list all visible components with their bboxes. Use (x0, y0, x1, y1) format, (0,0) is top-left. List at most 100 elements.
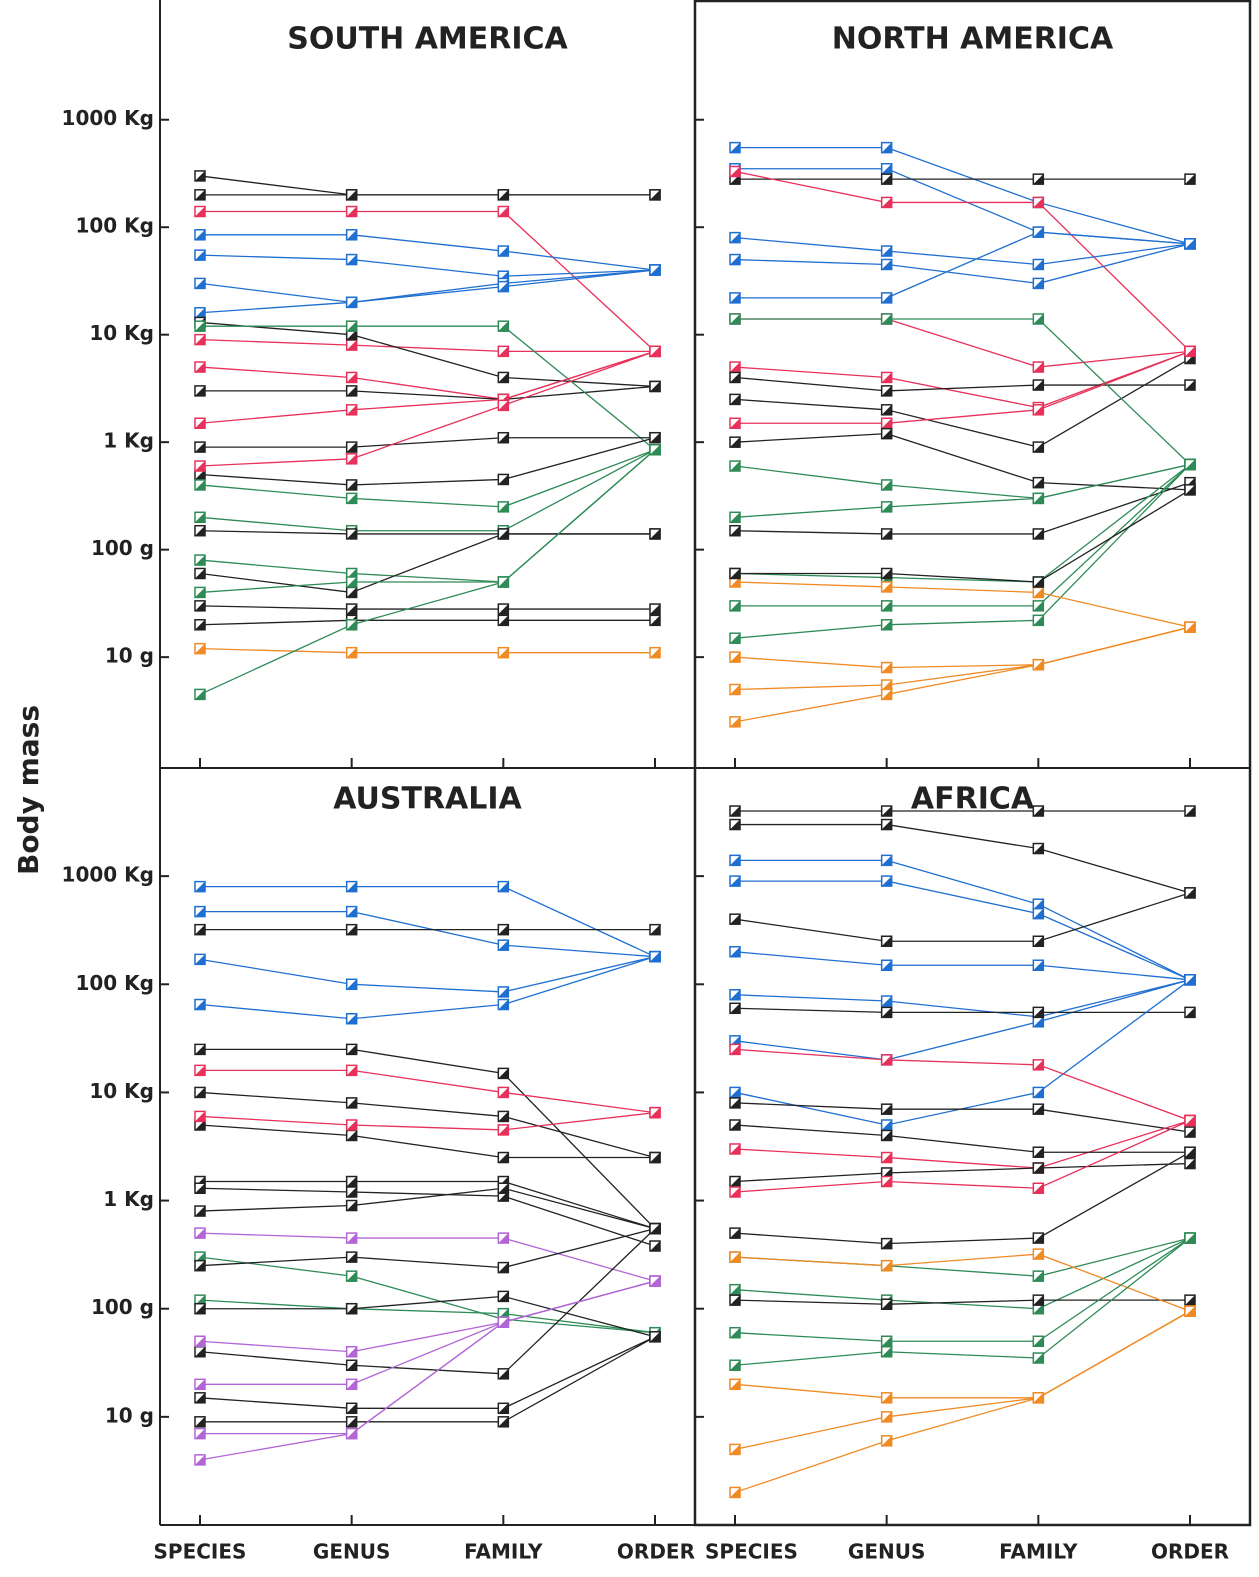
marker-fill (195, 512, 205, 523)
marker (729, 1294, 741, 1306)
marker-fill (881, 174, 892, 185)
marker (1032, 898, 1045, 910)
marker-fill (195, 1260, 205, 1271)
marker (880, 661, 893, 674)
marker-fill (195, 1111, 205, 1122)
marker-fill (195, 1303, 205, 1314)
marker (649, 1275, 661, 1287)
series-line (734, 1151, 1191, 1245)
marker-fill (881, 292, 892, 303)
marker-fill (498, 206, 509, 217)
marker (729, 1227, 741, 1239)
marker-fill (730, 254, 740, 265)
marker-fill (1033, 493, 1044, 504)
marker (497, 646, 510, 659)
marker (880, 292, 893, 304)
series-line (734, 376, 1190, 392)
marker-fill (1185, 1127, 1195, 1138)
marker (880, 1237, 893, 1250)
series-line (734, 581, 1191, 628)
marker-fill (730, 1379, 740, 1390)
marker-fill (1185, 974, 1195, 985)
marker (880, 875, 893, 887)
marker (194, 417, 206, 429)
marker-fill (881, 819, 892, 830)
marker (880, 679, 893, 691)
marker-fill (1033, 442, 1044, 453)
marker (194, 619, 206, 631)
marker (497, 1261, 510, 1274)
marker-fill (346, 1233, 357, 1244)
marker (880, 141, 893, 154)
marker (880, 385, 893, 397)
marker-fill (346, 1119, 357, 1130)
marker-fill (498, 1368, 509, 1379)
marker-fill (195, 1346, 205, 1357)
marker-fill (1033, 1336, 1044, 1347)
marker (1032, 258, 1045, 271)
marker (1032, 907, 1045, 920)
marker (497, 371, 510, 384)
marker-fill (881, 1238, 892, 1249)
marker (880, 501, 893, 513)
marker (649, 614, 661, 627)
marker (1032, 935, 1045, 948)
marker-fill (730, 1295, 740, 1306)
marker-fill (1033, 1303, 1044, 1314)
series-line (200, 437, 655, 448)
marker-fill (730, 716, 740, 727)
marker (345, 1378, 358, 1391)
marker (194, 1227, 206, 1239)
marker (1032, 173, 1045, 185)
y-tick-label: 100 g (91, 1295, 154, 1319)
series-line (734, 1007, 1190, 1014)
marker (497, 1182, 510, 1194)
marker (729, 313, 741, 325)
marker (194, 229, 206, 241)
marker (1032, 658, 1045, 671)
marker-fill (730, 437, 740, 448)
marker-fill (498, 1183, 509, 1194)
marker-fill (195, 229, 205, 240)
marker-fill (730, 1119, 740, 1130)
marker-fill (195, 1044, 205, 1055)
marker (1032, 441, 1045, 453)
marker (497, 1368, 510, 1380)
marker (729, 436, 741, 448)
x-tick-label: ORDER (1151, 1540, 1229, 1564)
marker (880, 196, 893, 209)
marker (729, 417, 741, 429)
marker (194, 307, 206, 319)
marker (649, 444, 661, 456)
marker (880, 1392, 893, 1404)
marker (880, 581, 893, 593)
marker-fill (650, 951, 660, 962)
marker-fill (195, 170, 205, 181)
marker-fill (730, 989, 740, 1000)
marker-fill (498, 346, 509, 357)
marker-fill (1033, 899, 1044, 910)
marker (880, 935, 893, 948)
marker-fill (1033, 528, 1044, 539)
marker (194, 1454, 206, 1466)
marker (1032, 576, 1045, 588)
marker-fill (498, 1291, 509, 1302)
x-tick-label: GENUS (848, 1540, 925, 1564)
marker (497, 603, 510, 615)
marker (880, 1298, 893, 1310)
marker-fill (195, 321, 205, 332)
marker-fill (650, 189, 660, 200)
marker (345, 479, 358, 491)
marker (345, 1119, 358, 1131)
marker-fill (1185, 1007, 1195, 1018)
marker (345, 492, 358, 505)
marker (345, 978, 358, 991)
series-line (734, 1119, 1191, 1193)
y-tick-label: 10 g (105, 644, 154, 668)
marker (880, 995, 893, 1007)
marker (1032, 586, 1045, 599)
marker-fill (730, 142, 740, 153)
marker-fill (730, 1087, 740, 1098)
marker (345, 296, 358, 309)
